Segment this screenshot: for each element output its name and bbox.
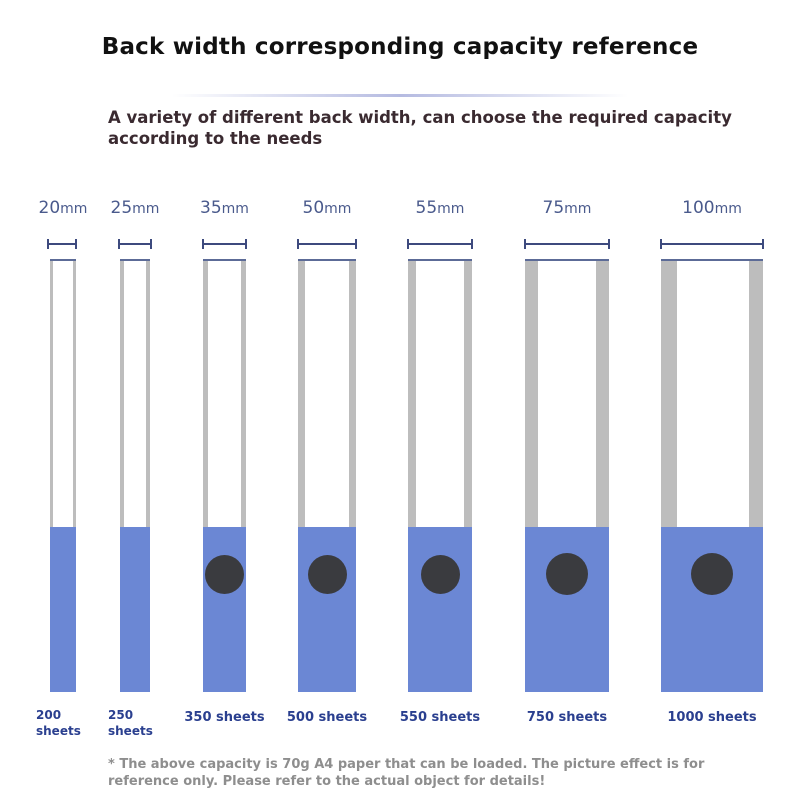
binder-spine <box>408 527 472 692</box>
dimension-marker <box>118 239 152 249</box>
width-label: 75mm <box>542 198 592 218</box>
binder-column-50mm: 50mm 500 sheets <box>287 0 367 800</box>
binder-illustration <box>120 259 150 692</box>
dimension-marker <box>47 239 77 249</box>
binder-illustration <box>50 259 76 692</box>
binder-spine <box>50 527 76 692</box>
binder-column-75mm: 75mm 750 sheets <box>524 0 610 800</box>
dimension-marker <box>524 239 610 249</box>
dimension-marker <box>202 239 247 249</box>
width-label: 35mm <box>200 198 249 218</box>
dimension-marker <box>660 239 764 249</box>
capacity-label: 350 sheets <box>184 710 265 725</box>
finger-hole <box>546 553 588 595</box>
binder-illustration <box>298 259 356 692</box>
finger-hole <box>691 553 733 595</box>
binder-illustration <box>525 259 609 692</box>
binder-illustration <box>408 259 472 692</box>
width-label: 20mm <box>38 198 88 218</box>
capacity-label: 550 sheets <box>399 710 481 725</box>
dimension-marker <box>297 239 357 249</box>
binder-spine <box>203 527 246 692</box>
width-label: 100mm <box>682 198 742 218</box>
binder-column-55mm: 55mm 550 sheets <box>400 0 480 800</box>
binder-spine <box>120 527 150 692</box>
page-title: Back width corresponding capacity refere… <box>101 34 699 60</box>
capacity-label: 250 sheets <box>108 708 153 738</box>
width-label: 50mm <box>302 198 352 218</box>
footnote: * The above capacity is 70g A4 paper tha… <box>108 757 705 789</box>
capacity-label: 500 sheets <box>286 710 368 725</box>
capacity-label: 200 sheets <box>36 708 81 738</box>
subtitle: A variety of different back width, can c… <box>108 108 732 148</box>
binder-illustration <box>661 259 763 692</box>
binder-illustration <box>203 259 246 692</box>
binder-spine <box>661 527 763 692</box>
capacity-label: 1000 sheets <box>667 710 757 725</box>
binder-column-100mm: 100mm 1000 sheets <box>660 0 764 800</box>
width-label: 55mm <box>415 198 465 218</box>
binder-column-25mm: 25mm 250 sheets <box>108 0 159 800</box>
width-label: 25mm <box>110 198 160 218</box>
finger-hole <box>307 555 347 594</box>
binder-column-35mm: 35mm 350 sheets <box>184 0 264 800</box>
binder-column-20mm: 20mm 200 sheets <box>36 0 87 800</box>
finger-hole <box>420 555 460 594</box>
title-divider <box>172 94 628 97</box>
capacity-label: 750 sheets <box>526 710 608 725</box>
binder-spine <box>525 527 609 692</box>
finger-hole <box>205 555 244 594</box>
dimension-marker <box>407 239 473 249</box>
binder-spine <box>298 527 356 692</box>
